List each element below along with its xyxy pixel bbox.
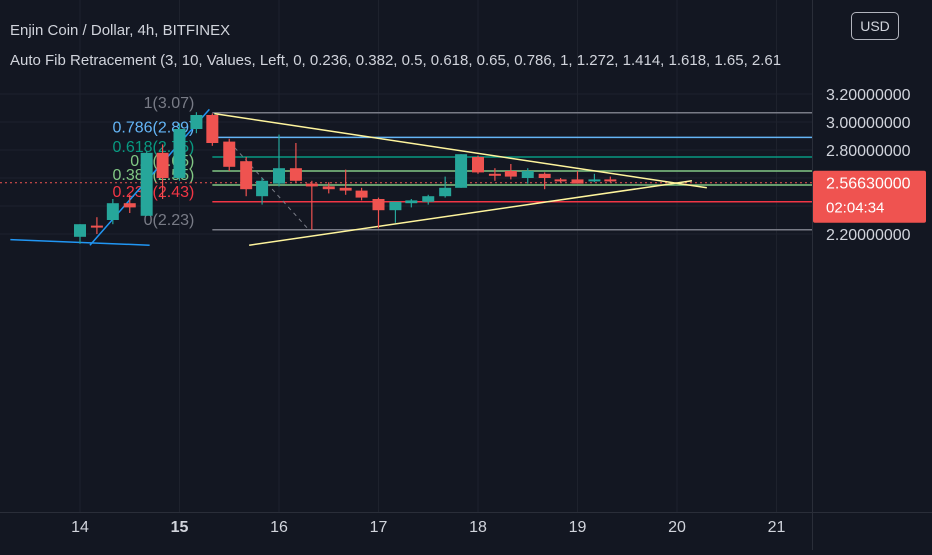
- candle-body: [339, 187, 352, 191]
- candle-body: [439, 187, 452, 197]
- chart-title: Enjin Coin / Dollar, 4h, BITFINEX: [10, 22, 231, 39]
- candle-body: [173, 129, 186, 178]
- candle-body: [588, 179, 601, 182]
- indicator-legend[interactable]: Auto Fib Retracement (3, 10, Values, Lef…: [10, 52, 782, 69]
- y-tick-label: 2.80000000: [826, 143, 911, 160]
- x-tick-label: 19: [569, 519, 587, 536]
- candle-body: [355, 190, 368, 198]
- candle-body: [372, 199, 385, 211]
- candle-body: [240, 161, 253, 190]
- candle-body: [206, 115, 219, 143]
- x-tick-label: 18: [469, 519, 487, 536]
- candle-body: [223, 141, 236, 167]
- candle-body: [422, 196, 435, 202]
- fib-level-label: 0(2.23): [144, 212, 195, 229]
- candle-body: [256, 180, 269, 197]
- x-tick-label: 14: [71, 519, 89, 536]
- candle-body: [554, 179, 567, 182]
- candles: [74, 112, 617, 244]
- price-tag-box: [813, 170, 926, 223]
- grid: [0, 0, 812, 512]
- x-tick-label: 15: [171, 519, 189, 536]
- price-tag-value: 2.56630000: [826, 176, 911, 193]
- trend-line: [249, 180, 693, 246]
- fib-trend-dashed-line: [228, 141, 310, 231]
- y-tick-label: 3.20000000: [826, 87, 911, 104]
- candle-body: [289, 168, 302, 181]
- candle-body: [538, 173, 551, 178]
- candle-body: [521, 171, 534, 178]
- y-tick-label: 3.00000000: [826, 115, 911, 132]
- candle-body: [405, 200, 418, 204]
- candle-body: [571, 179, 584, 184]
- x-tick-label: 20: [668, 519, 686, 536]
- trend-line: [214, 112, 707, 189]
- candle-body: [140, 152, 153, 216]
- fib-level-label: 0.236(2.43): [112, 184, 194, 201]
- candle-body: [106, 203, 119, 220]
- candle-body: [156, 152, 169, 178]
- candle-body: [472, 157, 484, 173]
- candle-body: [488, 173, 501, 176]
- currency-button[interactable]: USD: [851, 12, 899, 40]
- candle-body: [305, 183, 318, 187]
- fib-level-label: 1(3.07): [144, 95, 195, 112]
- price-axis-panel: [813, 0, 932, 512]
- candle-body: [123, 203, 136, 208]
- candle-body: [74, 224, 86, 237]
- x-tick-label: 21: [768, 519, 786, 536]
- y-tick-label: 2.20000000: [826, 227, 911, 244]
- candle-body: [273, 168, 285, 184]
- candle-body: [504, 171, 517, 177]
- candle-body: [322, 186, 335, 190]
- x-tick-label: 17: [370, 519, 388, 536]
- x-tick-label: 16: [270, 519, 288, 536]
- candle-body: [455, 154, 468, 188]
- candle-body: [190, 115, 203, 129]
- price-tag-countdown: 02:04:34: [826, 200, 884, 217]
- candle-body: [389, 201, 402, 211]
- candle-body: [604, 179, 617, 182]
- price-tag: 2.56630000 02:04:34: [813, 170, 926, 223]
- candle-body: [90, 225, 103, 228]
